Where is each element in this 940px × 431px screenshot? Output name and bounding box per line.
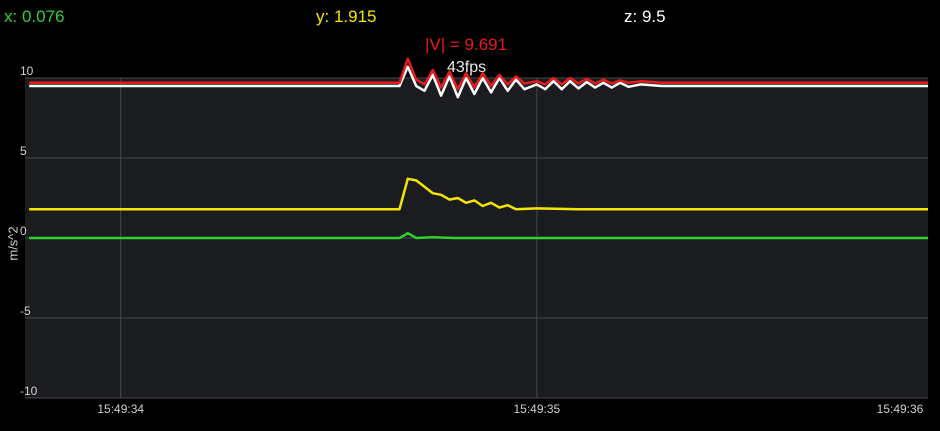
- x-tick-label: 15:49:34: [97, 402, 144, 416]
- y-axis-readout: y: 1.915: [316, 7, 377, 26]
- y-tick-label: 0: [20, 224, 27, 238]
- series-line: [29, 231, 928, 240]
- y-axis-label: m/s^2: [5, 226, 21, 261]
- y-tick-label: 10: [20, 64, 34, 78]
- tick-labels: 10 5 0 -5 -10 15:49:34 15:49:35 15:49:36: [20, 64, 924, 416]
- magnitude-readout: |V| = 9.691: [425, 35, 508, 54]
- y-tick-label: 5: [20, 144, 27, 158]
- z-axis-readout: z: 9.5: [624, 7, 666, 26]
- series-layer: [29, 57, 928, 240]
- y-tick-label: -10: [20, 384, 38, 398]
- fps-counter: 43fps: [447, 59, 487, 76]
- series-line: [29, 177, 928, 211]
- y-tick-label: -5: [20, 304, 31, 318]
- series-line: [29, 57, 928, 91]
- x-tick-label: 15:49:36: [877, 402, 924, 416]
- series-line: [29, 65, 928, 99]
- x-axis-readout: x: 0.076: [4, 7, 65, 26]
- x-tick-label: 15:49:35: [513, 402, 560, 416]
